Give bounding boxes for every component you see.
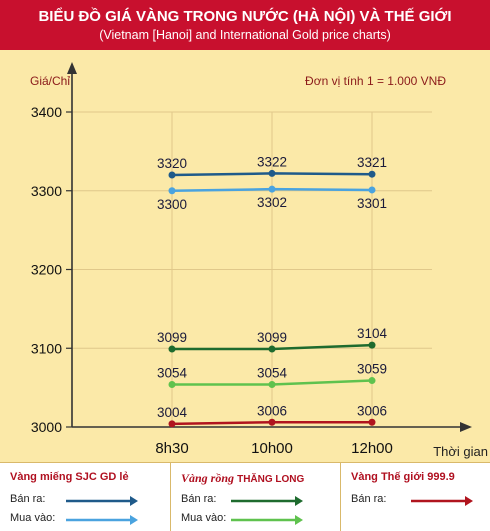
- y-tick-label: 3200: [31, 262, 62, 278]
- data-label-tl_sell: 3104: [357, 326, 388, 341]
- y-axis-label: Giá/Chỉ: [30, 74, 70, 88]
- unit-note: Đơn vị tính 1 = 1.000 VNĐ: [305, 74, 446, 88]
- data-label-tl_sell: 3099: [257, 330, 287, 345]
- legend-thanglong: Vàng rồng THĂNG LONG Bán ra: Mua vào:: [170, 463, 333, 531]
- data-point-sjc_sell: [268, 169, 276, 177]
- data-label-tl_buy: 3059: [357, 362, 387, 377]
- legend-sjc-buy-arrow-icon: [66, 515, 138, 525]
- data-label-world_sell: 3006: [257, 403, 287, 418]
- legend-world-sell-label: Bán ra:: [351, 493, 387, 505]
- data-label-tl_buy: 3054: [257, 365, 288, 380]
- data-label-tl_sell: 3099: [157, 330, 187, 345]
- x-tick-label: 8h30: [155, 440, 188, 457]
- data-point-world_sell: [368, 418, 376, 426]
- data-point-tl_sell: [368, 341, 376, 349]
- legend-sjc: Vàng miếng SJC GD lẻ Bán ra: Mua vào:: [0, 463, 160, 531]
- data-point-tl_sell: [168, 345, 176, 353]
- legend-thanglong-title-a: Vàng rồng: [181, 471, 235, 485]
- data-label-sjc_sell: 3321: [357, 155, 387, 170]
- data-label-tl_buy: 3054: [157, 365, 188, 380]
- data-label-sjc_sell: 3320: [157, 156, 187, 171]
- legend-thanglong-buy-arrow-icon: [231, 515, 303, 525]
- data-point-tl_buy: [168, 380, 176, 388]
- data-point-sjc_sell: [168, 171, 176, 179]
- legend-thanglong-sell-arrow-icon: [231, 496, 303, 506]
- data-label-sjc_buy: 3300: [157, 197, 187, 212]
- x-tick-labels: 8h30 10h00 12h00: [155, 440, 393, 457]
- data-label-world_sell: 3004: [157, 405, 188, 420]
- data-point-world_sell: [268, 418, 276, 426]
- data-label-sjc_sell: 3322: [257, 154, 287, 169]
- axes: [66, 62, 472, 432]
- data-point-tl_buy: [368, 377, 376, 385]
- data-label-sjc_buy: 3302: [257, 195, 287, 210]
- chart-panel: Giá/Chỉ Đơn vị tính 1 = 1.000 VNĐ Thời g…: [0, 50, 490, 462]
- series-group: 3320 3322 3321 3300 3302 3301 3099 3099 3104 3054…: [157, 154, 388, 428]
- data-label-world_sell: 3006: [357, 403, 387, 418]
- chart-subtitle: (Vietnam [Hanoi] and International Gold …: [99, 28, 391, 42]
- x-axis-arrow-icon: [460, 422, 472, 432]
- data-point-sjc_buy: [168, 187, 176, 195]
- legend-sjc-title: Vàng miếng SJC GD lẻ: [10, 471, 129, 483]
- data-label-sjc_buy: 3301: [357, 196, 387, 211]
- legend-thanglong-title-b: THĂNG LONG: [237, 474, 305, 485]
- legend-world-title: Vàng Thế giới 999.9: [351, 471, 455, 483]
- legend-thanglong-title: Vàng rồng THĂNG LONG: [181, 471, 304, 486]
- y-tick-label: 3400: [31, 104, 62, 120]
- legend: Vàng miếng SJC GD lẻ Bán ra: Mua vào: Và…: [0, 462, 490, 531]
- legend-sjc-sell-arrow-icon: [66, 496, 138, 506]
- data-point-world_sell: [168, 420, 176, 428]
- chart-title: BIỂU ĐỒ GIÁ VÀNG TRONG NƯỚC (HÀ NỘI) VÀ …: [38, 8, 452, 25]
- data-point-sjc_buy: [268, 185, 276, 193]
- data-point-tl_sell: [268, 345, 276, 353]
- legend-thanglong-sell-label: Bán ra:: [181, 493, 217, 505]
- chart-header: BIỂU ĐỒ GIÁ VÀNG TRONG NƯỚC (HÀ NỘI) VÀ …: [0, 0, 490, 50]
- x-tick-label: 10h00: [251, 440, 293, 457]
- legend-world: Vàng Thế giới 999.9 Bán ra:: [340, 463, 490, 531]
- legend-thanglong-buy-label: Mua vào:: [181, 512, 227, 524]
- line-chart: Giá/Chỉ Đơn vị tính 1 = 1.000 VNĐ Thời g…: [30, 62, 488, 459]
- x-tick-label: 12h00: [351, 440, 393, 457]
- grid-lines: [72, 111, 432, 427]
- x-axis-label: Thời gian: [433, 444, 488, 459]
- legend-sjc-sell-label: Bán ra:: [10, 493, 46, 505]
- y-tick-labels: 3000 3100 3200 3300 3400: [31, 104, 62, 435]
- y-tick-label: 3100: [31, 340, 62, 356]
- data-point-tl_buy: [268, 380, 276, 388]
- legend-world-sell-arrow-icon: [411, 496, 473, 506]
- data-point-sjc_sell: [368, 170, 376, 178]
- y-tick-label: 3000: [31, 419, 62, 435]
- y-tick-label: 3300: [31, 183, 62, 199]
- legend-sjc-buy-label: Mua vào:: [10, 512, 56, 524]
- y-axis-arrow-icon: [67, 62, 77, 74]
- data-point-sjc_buy: [368, 186, 376, 194]
